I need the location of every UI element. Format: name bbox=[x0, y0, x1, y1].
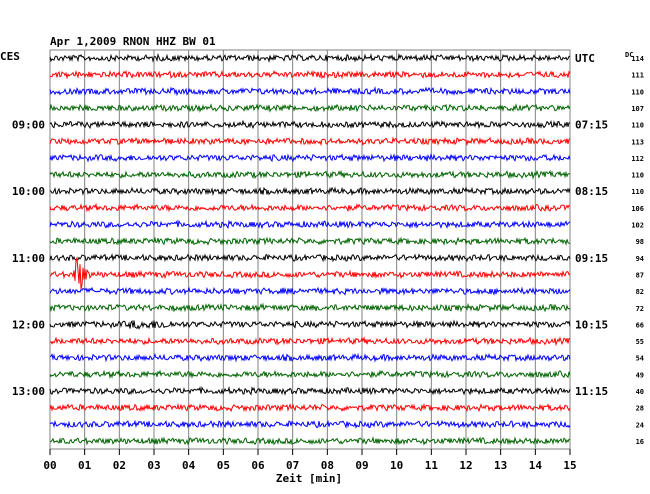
trace-line bbox=[49, 286, 571, 296]
dc-value-label: 111 bbox=[631, 72, 644, 80]
trace-line bbox=[49, 119, 571, 130]
dc-value-label: 49 bbox=[636, 371, 644, 379]
right-time-label: 09:15 bbox=[575, 252, 608, 265]
right-time-label: UTC bbox=[575, 52, 595, 65]
dc-value-label: 110 bbox=[631, 88, 644, 96]
dc-value-label: 106 bbox=[631, 205, 644, 213]
x-tick-label: 06 bbox=[251, 459, 265, 472]
x-tick-label: 03 bbox=[147, 459, 160, 472]
trace-line bbox=[49, 52, 571, 63]
x-tick-label: 09 bbox=[355, 459, 368, 472]
right-time-label: 07:15 bbox=[575, 119, 608, 132]
trace-line bbox=[49, 186, 571, 197]
dc-value-label: 87 bbox=[636, 271, 644, 279]
trace-line bbox=[49, 103, 571, 114]
left-time-label: 13:00 bbox=[12, 385, 45, 398]
right-time-label: 08:15 bbox=[575, 185, 608, 198]
trace-line bbox=[49, 352, 571, 363]
trace-line bbox=[49, 136, 571, 147]
x-tick-label: 10 bbox=[390, 459, 403, 472]
x-tick-label: 01 bbox=[78, 459, 92, 472]
x-axis-label: Zeit [min] bbox=[276, 472, 342, 485]
trace-line bbox=[49, 302, 571, 313]
x-tick-label: 00 bbox=[43, 459, 56, 472]
trace-line bbox=[49, 69, 571, 80]
left-time-label: 11:00 bbox=[12, 252, 45, 265]
trace-line bbox=[49, 256, 571, 290]
dc-value-label: 16 bbox=[636, 438, 644, 446]
dc-value-label: 55 bbox=[636, 338, 644, 346]
dc-value-label: 72 bbox=[636, 305, 644, 313]
dc-value-label: 28 bbox=[636, 405, 644, 413]
trace-line bbox=[49, 169, 571, 180]
trace-line bbox=[49, 202, 571, 213]
dc-value-label: 98 bbox=[636, 238, 644, 246]
x-tick-label: 14 bbox=[529, 459, 543, 472]
chart-title: Apr 1,2009 RNON HHZ BW 01 bbox=[50, 35, 216, 48]
trace-line bbox=[49, 419, 571, 430]
trace-line bbox=[49, 236, 571, 246]
trace-line bbox=[49, 336, 571, 347]
dc-value-label: 82 bbox=[636, 288, 644, 296]
trace-line bbox=[49, 219, 571, 230]
dc-value-label: 40 bbox=[636, 388, 644, 396]
dc-value-label: 112 bbox=[631, 155, 644, 163]
left-time-label: 09:00 bbox=[12, 119, 45, 132]
trace-line bbox=[49, 402, 571, 413]
dc-value-label: 24 bbox=[636, 421, 644, 429]
x-tick-label: 07 bbox=[286, 459, 299, 472]
dc-value-label: 113 bbox=[631, 138, 644, 146]
x-tick-label: 12 bbox=[459, 459, 472, 472]
x-tick-label: 08 bbox=[321, 459, 334, 472]
x-tick-label: 04 bbox=[182, 459, 196, 472]
trace-line bbox=[49, 369, 571, 379]
dc-value-label: 110 bbox=[631, 122, 644, 130]
dc-value-label: 102 bbox=[631, 222, 644, 230]
right-time-label: 11:15 bbox=[575, 385, 608, 398]
trace-line bbox=[49, 436, 571, 446]
dc-value-label: 94 bbox=[636, 255, 644, 263]
dc-value-label: 114 bbox=[631, 55, 644, 63]
trace-line bbox=[49, 319, 571, 330]
right-time-label: 10:15 bbox=[575, 318, 608, 331]
x-tick-label: 02 bbox=[113, 459, 126, 472]
trace-line bbox=[49, 86, 571, 97]
x-tick-label: 15 bbox=[563, 459, 576, 472]
trace-line bbox=[49, 385, 571, 396]
traces bbox=[49, 52, 571, 446]
dc-value-label: 110 bbox=[631, 188, 644, 196]
grid bbox=[49, 49, 571, 455]
dc-value-label: 66 bbox=[636, 321, 644, 329]
x-tick-label: 13 bbox=[494, 459, 507, 472]
dc-value-label: 110 bbox=[631, 172, 644, 180]
x-tick-label: 11 bbox=[425, 459, 439, 472]
dc-value-label: 54 bbox=[636, 355, 644, 363]
x-tick-label: 05 bbox=[217, 459, 230, 472]
labels: 00 01 02 03 04 05 06 07 08 09 10 11 12 13 14 15 114 111 11… bbox=[12, 52, 644, 472]
left-timezone-label: CES bbox=[0, 50, 20, 63]
trace-line bbox=[49, 253, 571, 263]
trace-line bbox=[49, 152, 571, 163]
left-time-label: 10:00 bbox=[12, 185, 45, 198]
left-time-label: 12:00 bbox=[12, 318, 45, 331]
dc-value-label: 107 bbox=[631, 105, 644, 113]
dc-column-label: DC bbox=[625, 51, 633, 59]
